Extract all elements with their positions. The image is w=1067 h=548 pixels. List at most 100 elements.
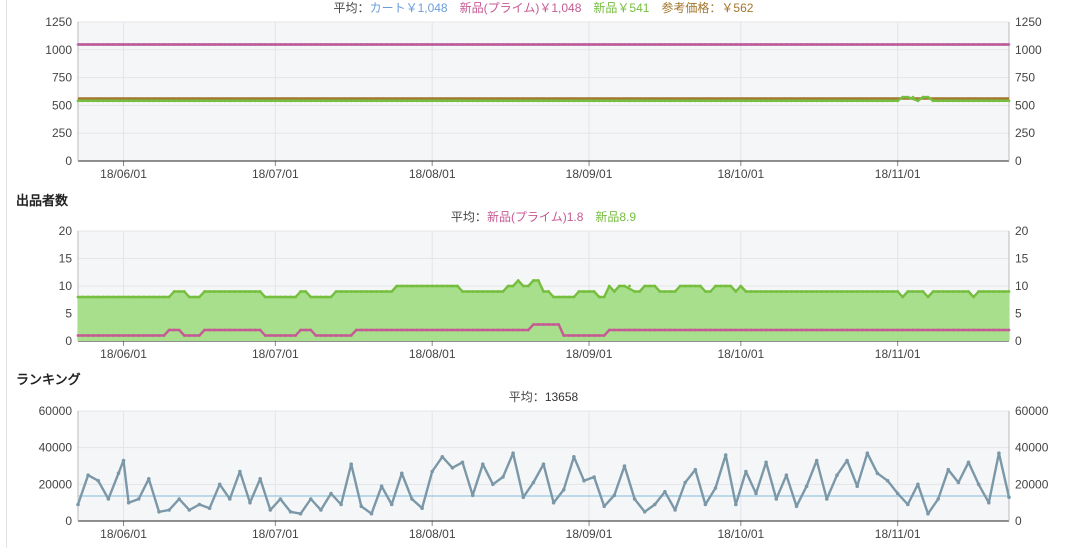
sellers-point-prime <box>76 334 80 337</box>
sellers-point-prime <box>451 328 454 332</box>
sellers-point-new <box>638 290 641 293</box>
sellers-point-prime <box>977 328 980 332</box>
price-point-new <box>951 99 955 103</box>
sellers-point-new <box>420 284 424 288</box>
price-point-new <box>223 99 227 103</box>
price-point-new <box>299 99 302 103</box>
price-point-new <box>273 99 277 103</box>
sellers-point-prime <box>795 328 798 332</box>
sellers-point-new <box>324 295 328 299</box>
price-point-new <box>420 99 424 103</box>
price-point-new <box>198 99 201 103</box>
sellers-point-new <box>319 295 323 299</box>
sellers-point-new <box>218 290 222 293</box>
sellers-point-new <box>744 290 748 293</box>
price-point-new <box>795 99 798 103</box>
sellers-point-prime <box>633 328 636 332</box>
sellers-point-new <box>840 290 844 293</box>
sellers-y-tick-left: 15 <box>59 252 73 266</box>
sellers-point-prime <box>354 328 358 332</box>
ranking-point-rank <box>248 500 252 505</box>
sellers-point-prime <box>779 328 783 332</box>
sellers-point-prime <box>921 328 925 332</box>
sellers-point-new <box>774 290 778 293</box>
sellers-point-prime <box>962 328 965 332</box>
price-point-new <box>820 99 824 103</box>
sellers-point-prime <box>537 323 540 326</box>
sellers-point-prime <box>461 328 464 332</box>
ranking-point-rank <box>855 484 859 489</box>
price-point-new <box>602 99 606 103</box>
price-point-new <box>901 95 905 99</box>
ranking-point-rank <box>187 508 192 512</box>
price-point-new <box>122 99 125 103</box>
ranking-x-tick-label: 18/10/01 <box>717 527 764 541</box>
price-plot-area <box>78 22 1009 161</box>
sellers-y-tick-left: 0 <box>65 334 72 348</box>
sellers-point-prime <box>521 328 525 332</box>
sellers-x-tick-label: 18/09/01 <box>566 347 613 361</box>
ranking-point-rank <box>835 473 839 478</box>
sellers-point-prime <box>587 334 591 337</box>
price-point-new <box>709 99 712 103</box>
sellers-point-prime <box>860 328 864 332</box>
ranking-point-rank <box>683 480 687 485</box>
ranking-point-rank <box>369 511 374 516</box>
sellers-point-new <box>754 290 758 293</box>
price-point-new <box>699 99 702 103</box>
price-point-new <box>840 99 844 103</box>
sellers-point-prime <box>177 328 181 332</box>
price-point-new <box>911 95 915 99</box>
sellers-point-prime <box>187 334 191 337</box>
price-legend-entry: 参考価格：￥562 <box>649 0 753 15</box>
sellers-point-prime <box>268 334 272 337</box>
sellers-point-prime <box>582 334 586 337</box>
ranking-point-rank <box>177 497 181 501</box>
ranking-point-rank <box>956 480 961 485</box>
sellers-point-prime <box>896 328 900 332</box>
ranking-y-tick-left: 0 <box>65 514 72 528</box>
sellers-point-prime <box>688 328 692 332</box>
ranking-point-rank <box>288 510 293 514</box>
price-point-new <box>774 99 778 103</box>
sellers-point-new <box>860 290 864 293</box>
sellers-point-new <box>972 295 975 299</box>
sellers-point-prime <box>182 334 186 337</box>
sellers-y-tick-right: 10 <box>1015 279 1029 293</box>
ranking-point-rank <box>531 480 536 485</box>
sellers-y-tick-left: 5 <box>65 307 72 321</box>
sellers-point-new <box>936 290 940 293</box>
price-x-tick-label: 18/11/01 <box>875 167 921 181</box>
sellers-point-new <box>516 279 520 282</box>
sellers-point-prime <box>592 334 596 337</box>
sellers-point-new <box>633 290 636 293</box>
ranking-series-line-rank <box>76 452 1011 515</box>
sellers-point-new <box>193 295 196 299</box>
price-point-new <box>526 99 530 103</box>
ranking-point-rank <box>521 495 526 500</box>
price-point-new <box>567 99 571 103</box>
ranking-point-rank <box>440 455 445 459</box>
sellers-point-new <box>182 290 186 293</box>
sellers-point-new <box>941 290 945 293</box>
sellers-point-new <box>871 290 874 293</box>
sellers-point-new <box>466 290 469 293</box>
sellers-point-new <box>815 290 819 293</box>
price-point-new <box>597 99 601 103</box>
sellers-point-new <box>526 284 530 288</box>
sellers-point-prime <box>349 334 353 337</box>
sellers-point-prime <box>663 328 667 332</box>
price-point-new <box>218 99 222 103</box>
sellers-point-prime <box>997 328 1001 332</box>
sellers-point-prime <box>602 334 606 337</box>
sellers-point-prime <box>491 328 495 332</box>
ranking-point-rank <box>511 451 515 456</box>
sellers-point-prime <box>238 328 242 332</box>
sellers-point-prime <box>790 328 793 332</box>
sellers-point-prime <box>117 334 120 337</box>
sellers-point-prime <box>906 328 910 332</box>
sellers-point-new <box>279 295 282 299</box>
sellers-point-prime <box>623 328 626 332</box>
sellers-point-prime <box>167 328 171 332</box>
price-point-new <box>779 99 783 103</box>
